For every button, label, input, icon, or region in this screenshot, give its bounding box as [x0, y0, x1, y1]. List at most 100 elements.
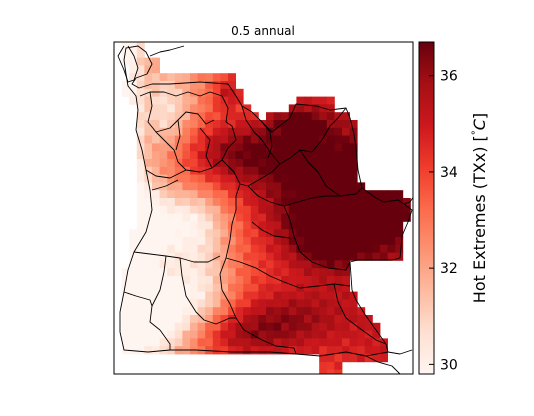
heatmap-cell — [250, 127, 259, 136]
heatmap-cell — [136, 213, 145, 222]
heatmap-cell — [319, 166, 328, 175]
heatmap-cell — [144, 307, 153, 316]
heatmap-cell — [190, 221, 198, 230]
heatmap-cell — [334, 338, 343, 347]
heatmap-cell — [152, 237, 160, 246]
heatmap-cell — [205, 143, 214, 152]
heatmap-cell — [136, 73, 145, 82]
heatmap-cell — [258, 244, 267, 253]
heatmap-cell — [228, 120, 236, 129]
heatmap-cell — [182, 112, 191, 121]
heatmap-cell — [334, 354, 343, 363]
heatmap-cell — [144, 346, 153, 355]
heatmap-cell — [121, 88, 130, 97]
heatmap-cell — [281, 244, 290, 253]
heatmap-cell — [205, 315, 214, 324]
heatmap-cell — [311, 221, 320, 230]
heatmap-cell — [174, 81, 183, 90]
heatmap-cell — [190, 291, 198, 300]
heatmap-cell — [273, 166, 282, 175]
heatmap-cell — [281, 229, 290, 238]
heatmap-cell — [174, 338, 183, 347]
heatmap-cell — [258, 260, 267, 269]
heatmap-cell — [319, 276, 328, 285]
heatmap-cell — [334, 322, 343, 331]
heatmap-cell — [334, 159, 343, 168]
heatmap-cell — [266, 135, 274, 144]
heatmap-cell — [266, 260, 274, 269]
heatmap-cell — [288, 338, 297, 347]
heatmap-cell — [190, 322, 198, 331]
heatmap-cell — [220, 260, 229, 269]
heatmap-cell — [326, 291, 335, 300]
heatmap-cell — [136, 42, 145, 51]
heatmap-cell — [212, 135, 221, 144]
heatmap-cell — [136, 190, 145, 199]
heatmap-cell — [372, 221, 381, 230]
province-border — [179, 257, 236, 325]
colorbar-tick-label: 34 — [440, 165, 458, 181]
heatmap-cell — [144, 322, 153, 331]
heatmap-cell — [304, 112, 312, 121]
heatmap-cell — [288, 244, 297, 253]
heatmap-cell — [342, 151, 350, 160]
heatmap-cell — [205, 229, 214, 238]
heatmap-cell — [159, 299, 168, 308]
heatmap-cell — [326, 338, 335, 347]
heatmap-cell — [152, 346, 160, 355]
heatmap-cell — [304, 120, 312, 129]
heatmap-cell — [182, 315, 191, 324]
heatmap-cell — [228, 96, 236, 105]
heatmap-cell — [228, 112, 236, 121]
heatmap-cell — [159, 205, 168, 214]
heatmap-cell — [296, 96, 305, 105]
province-border — [139, 91, 229, 123]
heatmap-cell — [136, 182, 145, 191]
heatmap-cell — [174, 198, 183, 207]
heatmap-cell — [395, 221, 404, 230]
heatmap-cell — [167, 322, 176, 331]
heatmap-cell — [243, 182, 252, 191]
heatmap-cell — [144, 57, 153, 66]
heatmap-cell — [235, 299, 244, 308]
heatmap-cell — [288, 112, 297, 121]
heatmap-cell — [296, 299, 305, 308]
heatmap-cell — [144, 96, 153, 105]
heatmap-cell — [311, 322, 320, 331]
heatmap-cell — [273, 291, 282, 300]
heatmap-cell — [197, 330, 206, 339]
heatmap-cell — [326, 96, 335, 105]
heatmap-cell — [190, 283, 198, 292]
heatmap-cell — [220, 166, 229, 175]
heatmap-cell — [136, 96, 145, 105]
heatmap-cell — [144, 65, 153, 74]
heatmap-cell — [342, 174, 350, 183]
heatmap-cell — [258, 299, 267, 308]
heatmap-cell — [349, 330, 358, 339]
heatmap-cell — [190, 135, 198, 144]
heatmap-cell — [235, 322, 244, 331]
heatmap-cell — [311, 330, 320, 339]
heatmap-cell — [152, 120, 160, 129]
heatmap-cell — [152, 182, 160, 191]
heatmap-cell — [266, 346, 274, 355]
heatmap-cell — [212, 315, 221, 324]
heatmap-cell — [296, 307, 305, 316]
heatmap-cell — [342, 159, 350, 168]
heatmap-cell — [266, 213, 274, 222]
colorbar-gradient — [419, 42, 434, 374]
heatmap-cell — [281, 338, 290, 347]
heatmap-cell — [250, 229, 259, 238]
heatmap-cell — [364, 244, 373, 253]
heatmap-cell — [152, 190, 160, 199]
heatmap-cell — [182, 159, 191, 168]
heatmap-cell — [281, 174, 290, 183]
heatmap-cell — [258, 322, 267, 331]
heatmap-cell — [235, 252, 244, 261]
heatmap-cell — [159, 221, 168, 230]
heatmap-cell — [144, 213, 153, 222]
heatmap-cell — [326, 174, 335, 183]
colorbar-tick-label: 30 — [440, 357, 458, 373]
neighbor-border — [387, 349, 413, 355]
heatmap-cell — [152, 112, 160, 121]
